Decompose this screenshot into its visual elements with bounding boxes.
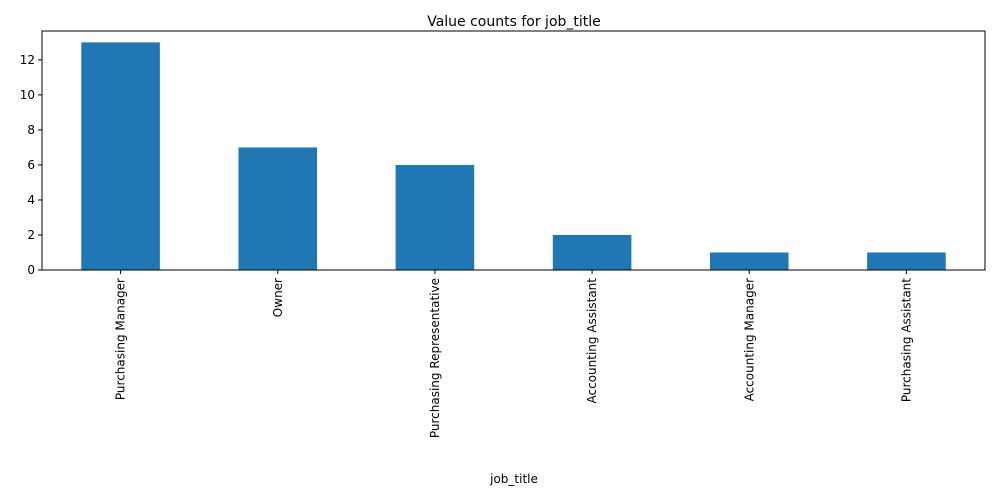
x-tick-label: Purchasing Manager	[114, 278, 128, 400]
x-axis-ticks: Purchasing Manager Owner Purchasing Repres…	[114, 270, 913, 438]
y-tick-label: 0	[27, 263, 35, 277]
x-tick-label: Purchasing Representative	[428, 278, 442, 438]
plot-frame	[41, 30, 986, 271]
bar	[867, 252, 946, 270]
y-axis-ticks: 0 2 4 6 8 10 12	[20, 53, 42, 277]
bar	[81, 42, 160, 270]
chart-title: Value counts for job_title	[427, 14, 601, 30]
y-tick-label: 4	[27, 193, 35, 207]
x-axis-label: job_title	[489, 472, 538, 486]
y-tick-label: 10	[20, 88, 35, 102]
y-tick-label: 12	[20, 53, 35, 67]
x-tick-label: Accounting Assistant	[585, 278, 599, 404]
bar	[238, 147, 318, 270]
bars-layer	[81, 42, 946, 270]
bar	[395, 164, 475, 270]
bar	[709, 252, 789, 270]
y-tick-label: 2	[27, 228, 35, 242]
x-tick-label: Accounting Manager	[742, 278, 756, 401]
y-tick-label: 6	[27, 158, 35, 172]
x-tick-label: Purchasing Assistant	[899, 278, 913, 402]
x-tick-label: Owner	[271, 278, 285, 317]
y-tick-label: 8	[27, 123, 35, 137]
bar	[552, 234, 632, 270]
